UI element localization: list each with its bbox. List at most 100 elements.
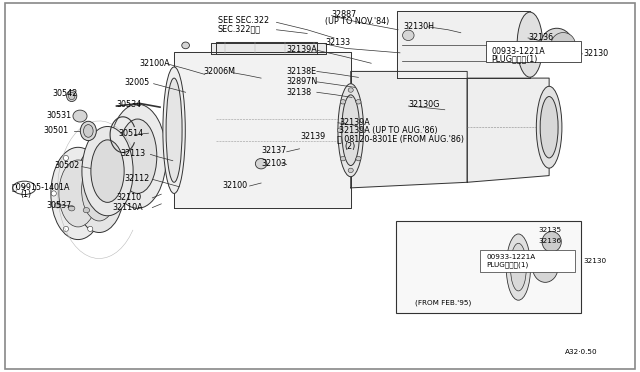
Ellipse shape [67, 90, 77, 102]
Text: 32130: 32130 [584, 49, 609, 58]
Text: SEC.322参照: SEC.322参照 [218, 25, 260, 33]
Bar [396, 221, 581, 313]
Text: 30542: 30542 [52, 89, 77, 98]
Ellipse shape [82, 158, 117, 221]
Polygon shape [467, 78, 549, 182]
Ellipse shape [340, 100, 346, 104]
Polygon shape [404, 231, 518, 303]
Ellipse shape [403, 30, 414, 41]
Text: 32130H: 32130H [403, 22, 434, 31]
Bar [480, 250, 575, 272]
Text: 30501: 30501 [44, 126, 68, 135]
Text: 32138E: 32138E [287, 67, 317, 76]
Text: 30534: 30534 [116, 100, 141, 109]
Text: 30537: 30537 [46, 201, 71, 210]
Ellipse shape [166, 78, 182, 182]
Ellipse shape [68, 206, 75, 211]
Text: 32139A: 32139A [287, 45, 317, 54]
Ellipse shape [182, 42, 189, 49]
Text: 32133: 32133 [325, 38, 350, 47]
Ellipse shape [63, 226, 68, 231]
Ellipse shape [541, 28, 573, 61]
Ellipse shape [551, 33, 575, 57]
Text: 32139A: 32139A [339, 118, 370, 126]
Ellipse shape [506, 234, 531, 300]
Polygon shape [351, 71, 467, 188]
Text: 32005: 32005 [125, 78, 150, 87]
Ellipse shape [51, 147, 105, 240]
Ellipse shape [81, 121, 97, 141]
Ellipse shape [517, 12, 543, 77]
Ellipse shape [338, 84, 364, 177]
Text: V: V [22, 185, 26, 190]
Ellipse shape [73, 110, 87, 122]
Text: 32110A: 32110A [112, 203, 143, 212]
Ellipse shape [163, 67, 186, 193]
Polygon shape [397, 11, 530, 78]
Text: PLUGプラグ(1): PLUGプラグ(1) [486, 262, 529, 268]
Ellipse shape [342, 95, 360, 166]
Ellipse shape [542, 231, 561, 252]
Text: 32897N: 32897N [287, 77, 318, 86]
Ellipse shape [88, 226, 93, 231]
Ellipse shape [82, 126, 133, 216]
Ellipse shape [91, 140, 124, 202]
Text: 32006M: 32006M [204, 67, 236, 76]
Text: 32139A (UP TO AUG.'86): 32139A (UP TO AUG.'86) [339, 126, 438, 135]
Text: (FROM FEB.'95): (FROM FEB.'95) [415, 300, 471, 307]
Text: (1): (1) [20, 190, 31, 199]
Text: 32136: 32136 [539, 238, 562, 244]
Text: 32112: 32112 [125, 174, 150, 183]
Text: 32103: 32103 [261, 159, 286, 168]
Text: 32138: 32138 [287, 88, 312, 97]
Ellipse shape [74, 147, 124, 232]
Ellipse shape [109, 104, 166, 208]
Text: 30502: 30502 [54, 161, 79, 170]
Ellipse shape [536, 86, 562, 168]
Ellipse shape [340, 156, 346, 161]
Ellipse shape [118, 119, 157, 193]
Ellipse shape [337, 128, 342, 132]
Text: Ⓗ09915-1401A: Ⓗ09915-1401A [12, 182, 70, 191]
Text: 32135: 32135 [539, 227, 562, 233]
Text: (2): (2) [344, 142, 356, 151]
Text: 32113: 32113 [120, 149, 145, 158]
Text: 00933-1221A: 00933-1221A [492, 47, 545, 56]
Text: 30514: 30514 [118, 129, 143, 138]
Ellipse shape [356, 100, 361, 104]
Ellipse shape [54, 203, 61, 208]
Text: SEE SEC.322: SEE SEC.322 [218, 16, 269, 25]
Ellipse shape [83, 208, 90, 213]
Text: 32130: 32130 [584, 258, 607, 264]
Ellipse shape [68, 92, 75, 100]
Text: (UP TO NOV.'84): (UP TO NOV.'84) [325, 17, 389, 26]
Text: 30531: 30531 [46, 111, 71, 120]
Text: 00933-1221A: 00933-1221A [486, 254, 536, 260]
Ellipse shape [51, 191, 56, 196]
Bar [486, 41, 581, 62]
Ellipse shape [59, 160, 97, 227]
Ellipse shape [356, 156, 361, 161]
Text: 32100: 32100 [223, 181, 248, 190]
Text: 32887: 32887 [332, 10, 356, 19]
Text: 32130G: 32130G [408, 100, 440, 109]
Ellipse shape [359, 128, 364, 132]
Ellipse shape [100, 191, 105, 196]
Text: PLUGプラグ(1): PLUGプラグ(1) [492, 54, 538, 63]
Ellipse shape [540, 96, 558, 158]
Ellipse shape [348, 168, 353, 173]
Text: 32136: 32136 [528, 33, 553, 42]
Polygon shape [216, 42, 317, 54]
Ellipse shape [532, 252, 558, 282]
Polygon shape [174, 52, 351, 208]
Polygon shape [211, 43, 326, 54]
Text: 32139: 32139 [301, 132, 326, 141]
Text: 32110: 32110 [116, 193, 141, 202]
Ellipse shape [88, 155, 93, 161]
Text: Ⓑ 08120-8301E (FROM AUG.'86): Ⓑ 08120-8301E (FROM AUG.'86) [337, 135, 463, 144]
Ellipse shape [84, 125, 93, 137]
Ellipse shape [255, 158, 267, 169]
Ellipse shape [511, 243, 527, 291]
Text: 32100A: 32100A [140, 59, 170, 68]
Text: A32⋅0.50: A32⋅0.50 [564, 349, 597, 355]
